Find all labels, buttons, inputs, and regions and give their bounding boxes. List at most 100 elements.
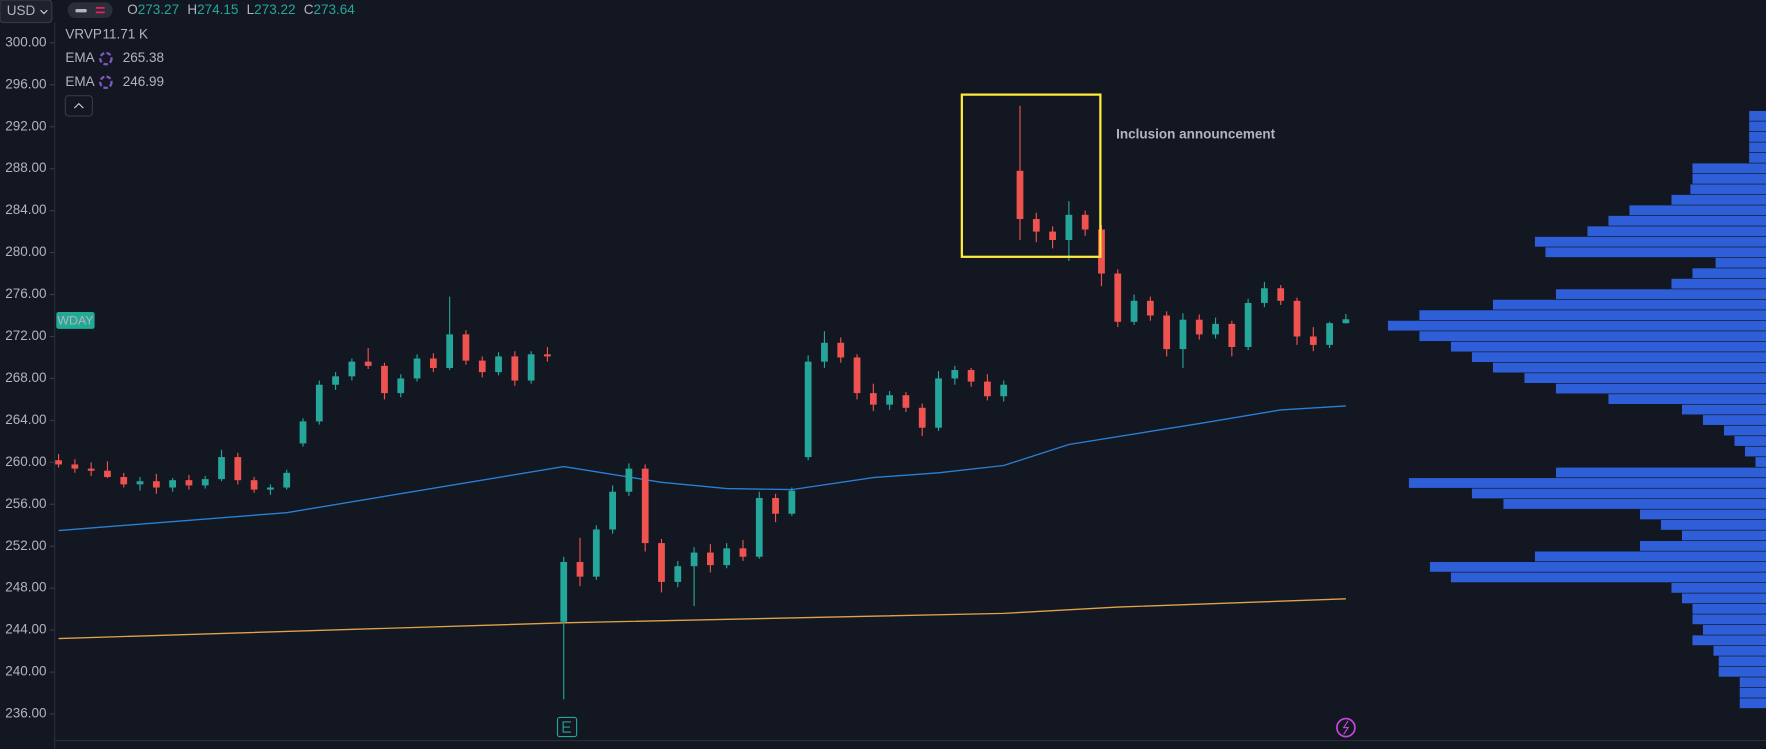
indicator-name: EMA: [65, 50, 94, 65]
y-tick-label: 240.00: [5, 664, 46, 679]
y-tick-label: 284.00: [5, 202, 46, 217]
volume-profile-bar: [1739, 687, 1766, 698]
volume-profile-bar: [1419, 310, 1766, 321]
volume-profile-bar: [1608, 394, 1766, 404]
candle-body: [462, 334, 470, 361]
volume-profile-bar: [1671, 278, 1766, 289]
volume-profile-bar: [1534, 236, 1766, 247]
volume-profile-bar: [1755, 457, 1766, 467]
candle-body: [511, 356, 519, 381]
currency-dropdown[interactable]: [0, 0, 53, 24]
collapse-icon: [73, 102, 84, 109]
candle-body: [218, 457, 225, 480]
ema-line: [58, 405, 1346, 532]
candle-body: [1179, 319, 1187, 350]
volume-profile-bar: [1713, 645, 1766, 656]
toggle-pill[interactable]: [67, 2, 113, 19]
ohlc-key: O: [127, 2, 138, 17]
volume-profile-bar: [1629, 205, 1766, 216]
candle-body: [1342, 319, 1350, 324]
candle-body: [1146, 300, 1154, 316]
candle-body: [299, 421, 307, 444]
volume-profile-bar: [1749, 121, 1766, 132]
volume-profile-bar: [1749, 131, 1766, 142]
candle-body: [283, 472, 291, 488]
earnings-marker[interactable]: [556, 716, 578, 738]
volume-profile-bar: [1408, 478, 1766, 488]
symbol-tag: [56, 311, 95, 329]
candle-body: [250, 480, 258, 490]
volume-profile-bar: [1639, 509, 1766, 520]
y-tick-label: 276.00: [5, 286, 46, 301]
candle-body: [707, 552, 714, 566]
candle-body: [104, 470, 111, 478]
candle-body: [267, 487, 274, 490]
volume-profile-bar: [1739, 677, 1766, 688]
toggle-icon: [75, 9, 87, 13]
candle-body: [397, 378, 405, 394]
candle-body: [739, 548, 747, 557]
indicator-name: VRVP: [65, 26, 102, 41]
dropdown-caret: [40, 9, 48, 15]
indicator-icon[interactable]: [99, 75, 113, 89]
volume-profile-bar: [1503, 499, 1766, 509]
y-tick-label: 252.00: [5, 538, 46, 553]
volume-profile-bar: [1681, 404, 1766, 415]
ohlc-value: 273.64: [314, 2, 356, 17]
volume-profile-bar: [1471, 488, 1766, 499]
annotation: Inclusion announcement: [1116, 127, 1276, 142]
volume-profile-bar: [1534, 551, 1766, 562]
candle-body: [886, 395, 894, 405]
y-tick-label: 248.00: [5, 580, 46, 595]
volume-profile-bar: [1555, 289, 1766, 300]
candle-body: [1228, 323, 1236, 347]
volume-profile-bar: [1715, 257, 1766, 268]
volume-profile-bar: [1450, 341, 1766, 352]
candle-body: [935, 378, 942, 428]
candle-body: [1065, 214, 1073, 240]
candle-body: [1032, 219, 1040, 232]
y-tick-label: 272.00: [5, 328, 46, 343]
volume-profile-bar: [1429, 561, 1766, 572]
candle-body: [902, 395, 910, 408]
candle-body: [1212, 323, 1219, 335]
candle-body: [55, 460, 62, 465]
candle-body: [723, 548, 731, 566]
candle-body: [1309, 336, 1317, 345]
ohlc-value: 273.22: [254, 2, 295, 17]
volume-profile-bar: [1739, 698, 1766, 709]
candle-body: [918, 407, 926, 428]
volume-profile-bar: [1749, 142, 1766, 153]
candle-body: [641, 468, 649, 544]
y-tick-label: 288.00: [5, 160, 46, 175]
volume-profile-bar: [1471, 352, 1766, 363]
y-tick-label: 244.00: [5, 622, 46, 637]
candle-body: [821, 342, 828, 362]
volume-profile-bar: [1718, 666, 1766, 677]
indicator-icon[interactable]: [99, 51, 113, 66]
candle-body: [592, 529, 600, 577]
candle-body: [1261, 288, 1268, 303]
candle-body: [576, 561, 584, 577]
volume-profile-bar: [1692, 614, 1766, 625]
indicator-value: 265.38: [123, 50, 164, 65]
volume-profile-bar: [1692, 163, 1766, 174]
candle-body: [967, 370, 975, 382]
candle-body: [1195, 319, 1203, 335]
event-icon: [1342, 720, 1350, 735]
y-tick-label: 268.00: [5, 370, 46, 385]
event-marker[interactable]: [1336, 717, 1356, 738]
candle-body: [658, 543, 665, 582]
volume-profile-bar: [1524, 373, 1766, 384]
candle-body: [690, 552, 698, 567]
candle-body: [755, 498, 763, 557]
candle-body: [869, 393, 877, 405]
candle-body: [234, 457, 242, 481]
y-tick-label: 256.00: [5, 496, 46, 511]
collapse-button[interactable]: [64, 95, 93, 117]
candle-body: [1277, 288, 1285, 301]
volume-profile-bar: [1702, 415, 1766, 425]
candle-body: [772, 498, 779, 514]
